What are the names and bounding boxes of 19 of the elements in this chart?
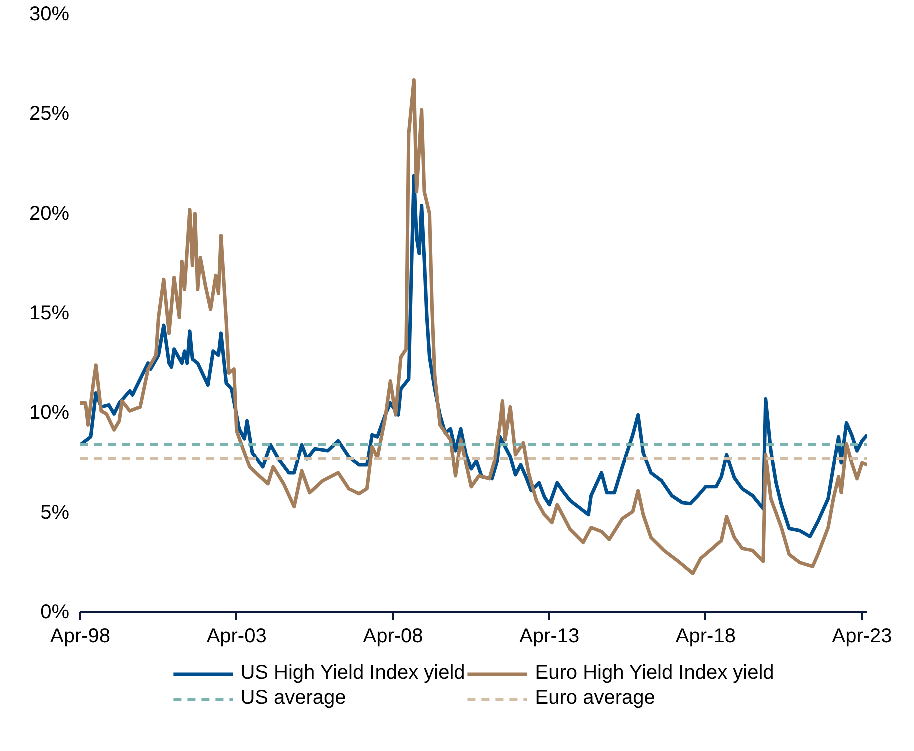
y-tick-label: 25% (29, 103, 70, 126)
x-tick-label: Apr-08 (363, 626, 424, 648)
y-tick-label: 30% (29, 4, 70, 26)
legend-label: Euro average (535, 687, 656, 710)
x-tick-label: Apr-03 (206, 626, 267, 648)
legend-label: US High Yield Index yield (240, 662, 466, 685)
legend-label: Euro High Yield Index yield (535, 662, 774, 685)
x-tick-label: Apr-23 (832, 626, 892, 648)
line-series (80, 78, 868, 576)
y-tick-label: 5% (40, 502, 70, 524)
y-tick-label: 15% (29, 302, 70, 324)
y-tick-label: 20% (29, 202, 70, 225)
legend-label: US average (240, 687, 346, 710)
x-tick-label: Apr-98 (50, 626, 111, 648)
y-tick-label: 10% (29, 402, 70, 424)
y-tick-label: 0% (40, 602, 70, 624)
x-tick-label: Apr-18 (676, 626, 736, 648)
x-tick-label: Apr-13 (520, 626, 580, 648)
line-series (80, 174, 868, 539)
